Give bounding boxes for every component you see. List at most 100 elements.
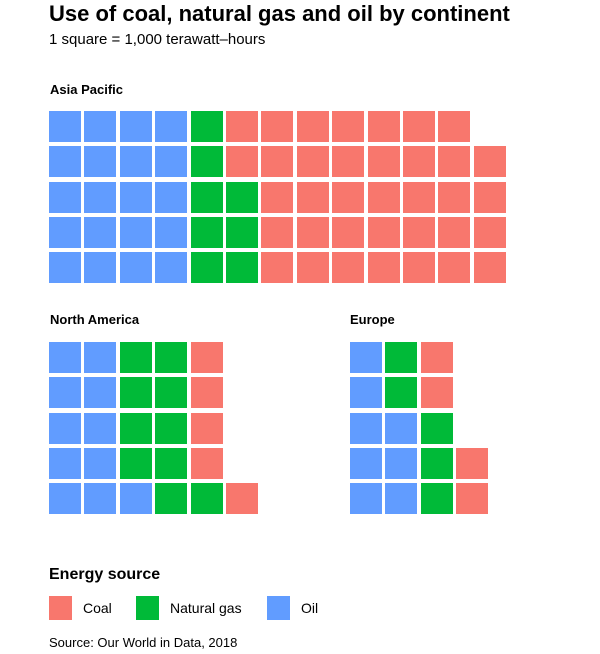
waffle-square-europe-coal [456,483,488,514]
waffle-square-asia-pacific-oil [49,252,81,283]
waffle-square-asia-pacific-coal [297,111,329,142]
waffle-square-north-america-oil [49,483,81,514]
waffle-square-north-america-oil [120,483,152,514]
waffle-square-asia-pacific-coal [332,252,364,283]
waffle-square-asia-pacific-coal [438,111,470,142]
waffle-square-europe-coal [421,342,453,373]
source-note: Source: Our World in Data, 2018 [49,635,238,650]
waffle-square-asia-pacific-oil [155,146,187,177]
waffle-square-north-america-coal [191,448,223,479]
waffle-square-asia-pacific-oil [84,111,116,142]
waffle-square-europe-coal [421,377,453,408]
waffle-square-asia-pacific-gas [191,111,223,142]
waffle-north-america [49,342,261,518]
waffle-square-asia-pacific-coal [226,146,258,177]
waffle-square-asia-pacific-coal [403,146,435,177]
waffle-square-north-america-oil [49,342,81,373]
waffle-square-asia-pacific-coal [297,146,329,177]
waffle-square-europe-oil [350,377,382,408]
group-label-north-america: North America [50,312,140,327]
waffle-square-asia-pacific-oil [84,146,116,177]
legend-swatch-natural-gas [136,596,159,620]
waffle-square-asia-pacific-coal [332,146,364,177]
waffle-square-asia-pacific-oil [84,252,116,283]
waffle-square-asia-pacific-coal [297,252,329,283]
waffle-square-asia-pacific-coal [438,146,470,177]
legend-label-oil: Oil [301,600,319,616]
waffle-square-asia-pacific-oil [155,111,187,142]
waffle-square-europe-oil [350,342,382,373]
legend-label-natural-gas: Natural gas [170,600,242,616]
waffle-square-europe-gas [385,342,417,373]
waffle-square-north-america-oil [49,377,81,408]
legend-swatch-oil [267,596,290,620]
waffle-square-asia-pacific-coal [368,146,400,177]
waffle-square-asia-pacific-coal [368,182,400,213]
waffle-square-north-america-coal [191,377,223,408]
waffle-square-asia-pacific-coal [403,182,435,213]
waffle-square-asia-pacific-coal [474,146,506,177]
waffle-square-europe-oil [350,448,382,479]
waffle-square-asia-pacific-oil [155,182,187,213]
waffle-square-asia-pacific-oil [84,182,116,213]
waffle-square-north-america-gas [191,483,223,514]
waffle-square-europe-oil [385,413,417,444]
waffle-square-asia-pacific-coal [474,217,506,248]
waffle-square-asia-pacific-gas [226,182,258,213]
group-label-europe: Europe [350,312,395,327]
waffle-square-asia-pacific-coal [438,252,470,283]
waffle-square-europe-oil [385,448,417,479]
waffle-square-asia-pacific-coal [332,182,364,213]
waffle-square-asia-pacific-coal [368,252,400,283]
waffle-square-north-america-gas [120,342,152,373]
waffle-square-north-america-gas [155,448,187,479]
legend-swatch-coal [49,596,72,620]
waffle-square-asia-pacific-oil [155,252,187,283]
waffle-square-north-america-coal [226,483,258,514]
waffle-square-north-america-gas [155,342,187,373]
waffle-square-europe-gas [385,377,417,408]
waffle-square-asia-pacific-coal [226,111,258,142]
waffle-square-north-america-oil [84,413,116,444]
waffle-square-asia-pacific-coal [474,182,506,213]
waffle-square-europe-oil [385,483,417,514]
waffle-square-north-america-oil [84,448,116,479]
waffle-square-asia-pacific-coal [297,217,329,248]
waffle-square-north-america-gas [155,483,187,514]
waffle-square-asia-pacific-oil [49,182,81,213]
waffle-square-europe-coal [456,448,488,479]
waffle-square-asia-pacific-coal [403,111,435,142]
waffle-square-asia-pacific-gas [226,217,258,248]
chart-title: Use of coal, natural gas and oil by cont… [49,1,510,26]
waffle-square-north-america-gas [155,413,187,444]
waffle-square-asia-pacific-gas [191,252,223,283]
waffle-square-europe-gas [421,413,453,444]
chart-subtitle: 1 square = 1,000 terawatt–hours [49,31,266,48]
waffle-square-north-america-oil [84,342,116,373]
waffle-square-north-america-gas [120,377,152,408]
legend-label-coal: Coal [83,600,112,616]
waffle-square-asia-pacific-oil [155,217,187,248]
waffle-square-asia-pacific-coal [438,217,470,248]
waffle-square-asia-pacific-coal [474,252,506,283]
waffle-square-asia-pacific-oil [120,217,152,248]
waffle-square-europe-oil [350,413,382,444]
waffle-square-asia-pacific-coal [403,252,435,283]
waffle-square-asia-pacific-gas [226,252,258,283]
waffle-square-asia-pacific-gas [191,146,223,177]
waffle-asia-pacific [49,111,509,287]
waffle-square-europe-oil [350,483,382,514]
waffle-square-north-america-coal [191,413,223,444]
waffle-square-asia-pacific-gas [191,182,223,213]
waffle-square-north-america-oil [49,448,81,479]
waffle-square-asia-pacific-coal [368,111,400,142]
waffle-square-asia-pacific-oil [120,111,152,142]
waffle-square-europe-gas [421,448,453,479]
waffle-square-asia-pacific-oil [120,252,152,283]
waffle-square-asia-pacific-oil [120,182,152,213]
waffle-square-asia-pacific-coal [332,217,364,248]
waffle-square-asia-pacific-coal [332,111,364,142]
waffle-square-asia-pacific-coal [261,252,293,283]
waffle-square-north-america-gas [155,377,187,408]
waffle-square-asia-pacific-coal [261,182,293,213]
